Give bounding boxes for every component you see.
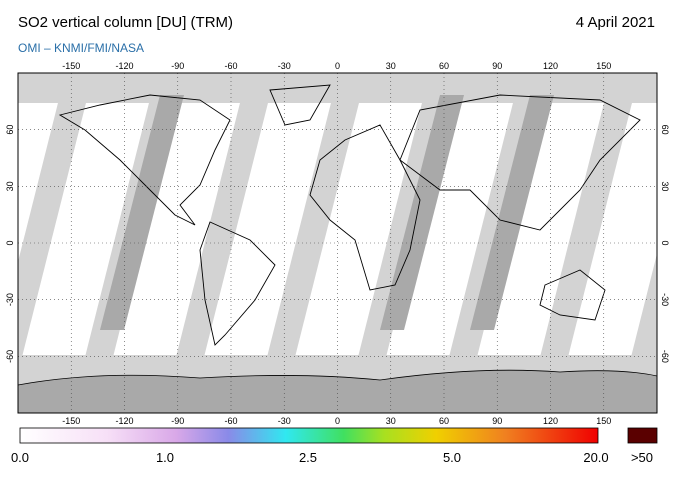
date: 4 April 2021	[576, 14, 655, 31]
lat-tick-label-right: 0	[660, 240, 670, 245]
swath	[265, 95, 361, 365]
colorbar	[19, 427, 599, 444]
colorbar-label: 0.0	[11, 450, 29, 465]
swath	[18, 95, 88, 365]
map	[18, 73, 657, 413]
lon-tick-label-bottom: 90	[492, 416, 502, 426]
lon-tick-label-top: 90	[492, 61, 502, 71]
antarctica	[18, 369, 657, 413]
coastlines	[58, 84, 641, 346]
lon-tick-label-top: 120	[543, 61, 558, 71]
lon-tick-label-bottom: 0	[335, 416, 340, 426]
lat-tick-label-left: -60	[5, 350, 15, 363]
lon-tick-label-top: -120	[115, 61, 133, 71]
lat-tick-label-right: 60	[660, 125, 670, 135]
lon-tick-label-top: 0	[335, 61, 340, 71]
lat-tick-label-right: -60	[660, 350, 670, 363]
lon-tick-label-bottom: -120	[115, 416, 133, 426]
lon-tick-label-top: 60	[439, 61, 449, 71]
lon-tick-label-bottom: 150	[596, 416, 611, 426]
asia	[399, 94, 641, 231]
lat-tick-label-right: 30	[660, 181, 670, 191]
map-frame	[17, 72, 658, 414]
lon-tick-label-bottom: 60	[439, 416, 449, 426]
credit: OMI – KNMI/FMI/NASA	[18, 41, 144, 55]
lat-tick-label-left: 0	[5, 240, 15, 245]
lon-tick-label-top: -150	[62, 61, 80, 71]
swaths	[18, 95, 657, 365]
colorbar-label: >50	[631, 450, 653, 465]
swath	[470, 95, 554, 330]
swath	[174, 95, 270, 365]
europe-africa	[309, 124, 421, 291]
australia	[539, 269, 606, 321]
lat-tick-label-right: -30	[660, 293, 670, 306]
lon-tick-label-bottom: -30	[278, 416, 291, 426]
graticule	[18, 73, 657, 413]
colorbar-label: 20.0	[583, 450, 608, 465]
lat-tick-label-left: 30	[5, 181, 15, 191]
north-america	[58, 94, 231, 226]
colorbar-label: 2.5	[299, 450, 317, 465]
lon-tick-label-top: 30	[386, 61, 396, 71]
lat-tick-label-left: 60	[5, 125, 15, 135]
lon-tick-label-top: 150	[596, 61, 611, 71]
title: SO2 vertical column [DU] (TRM)	[18, 14, 233, 31]
lon-tick-label-top: -90	[171, 61, 184, 71]
swath	[538, 95, 634, 365]
lon-tick-label-bottom: 120	[543, 416, 558, 426]
lon-tick-label-top: -60	[224, 61, 237, 71]
greenland	[269, 84, 331, 126]
lat-tick-label-left: -30	[5, 293, 15, 306]
colorbar-label: 5.0	[443, 450, 461, 465]
swath	[629, 253, 657, 365]
swath	[100, 95, 184, 330]
south-america	[199, 221, 276, 346]
lon-tick-label-bottom: -60	[224, 416, 237, 426]
colorbar-overflow	[627, 427, 658, 444]
lon-tick-label-top: -30	[278, 61, 291, 71]
colorbar-label: 1.0	[156, 450, 174, 465]
lon-tick-label-bottom: 30	[386, 416, 396, 426]
lon-tick-label-bottom: -150	[62, 416, 80, 426]
lon-tick-label-bottom: -90	[171, 416, 184, 426]
